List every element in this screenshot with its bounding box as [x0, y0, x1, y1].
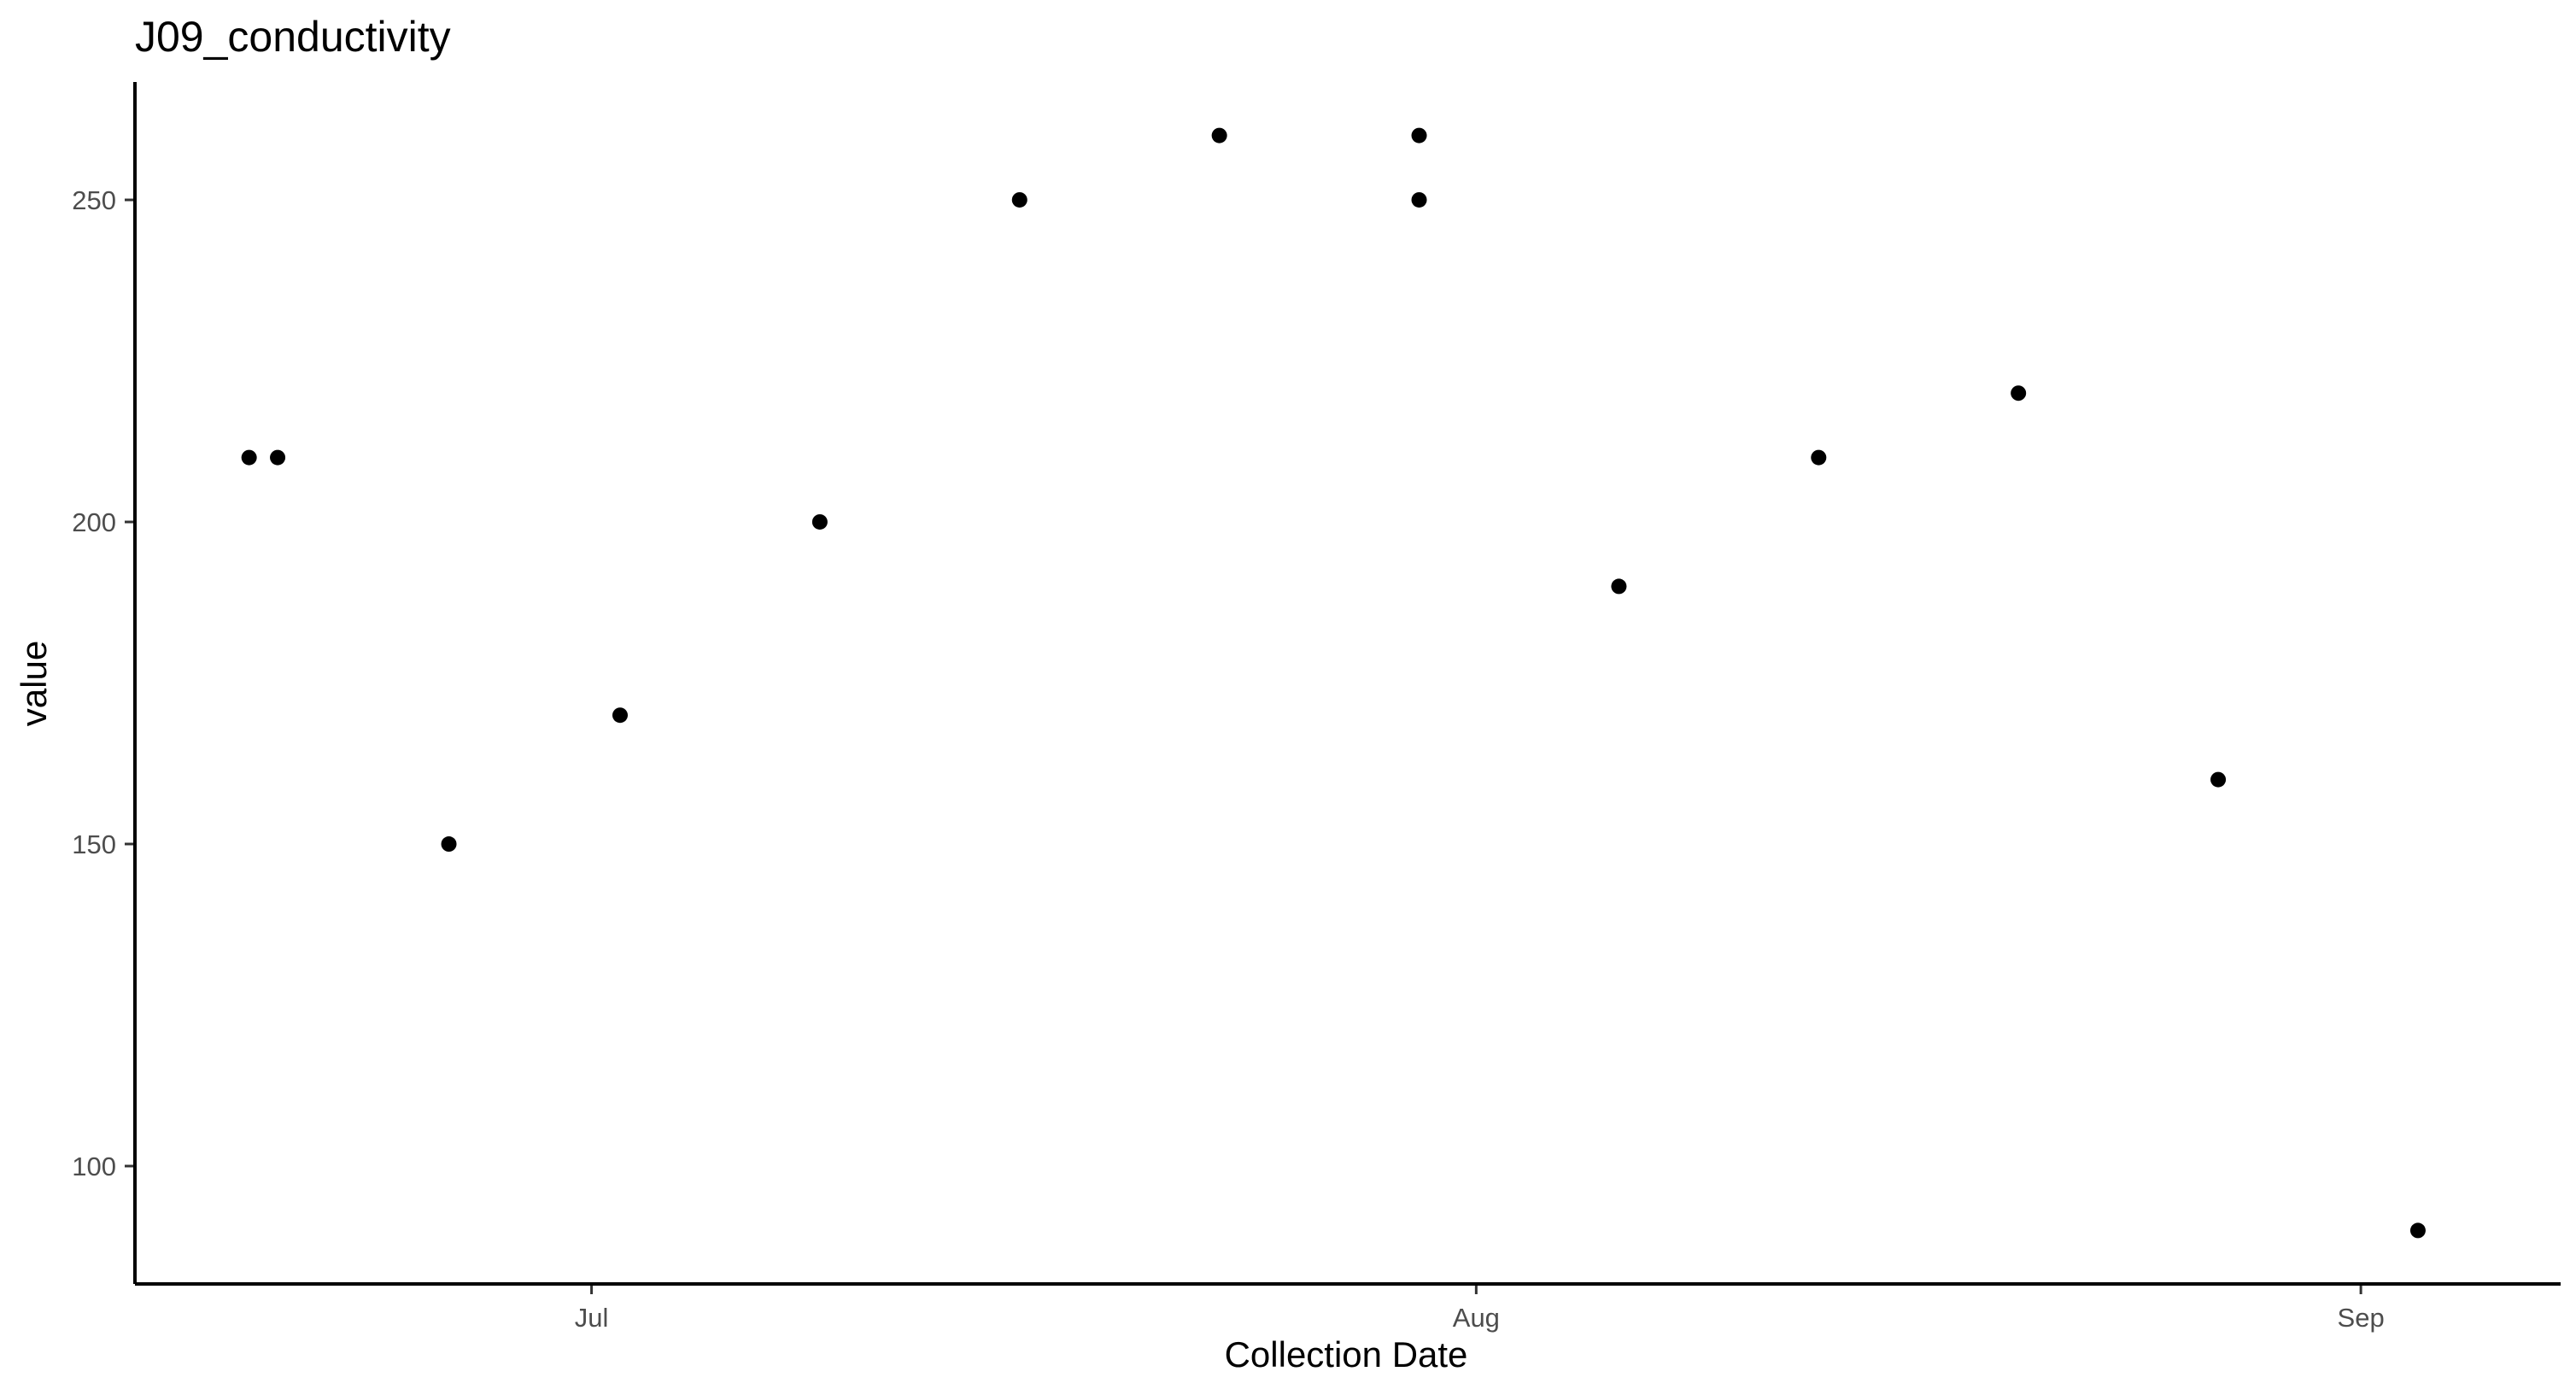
data-point: [1011, 191, 1027, 208]
data-point: [2011, 385, 2027, 402]
data-points: [241, 127, 2426, 1239]
x-tick-label: Sep: [2338, 1303, 2385, 1333]
data-point: [241, 449, 257, 466]
plot-area: 100 150 200 250 Jul Aug Sep: [72, 82, 2561, 1333]
data-point: [1611, 578, 1627, 595]
data-point: [612, 707, 628, 724]
data-point: [1811, 449, 1827, 466]
data-point: [441, 836, 457, 853]
y-tick-label: 200: [72, 507, 116, 537]
x-axis-ticks: Jul Aug Sep: [575, 1284, 2385, 1333]
y-tick-label: 150: [72, 829, 116, 859]
data-point: [1411, 191, 1427, 208]
x-tick-label: Aug: [1453, 1303, 1500, 1333]
y-tick-label: 100: [72, 1152, 116, 1181]
data-point: [2210, 771, 2227, 788]
data-point: [1211, 127, 1227, 144]
x-tick-label: Jul: [575, 1303, 609, 1333]
y-axis-ticks: 100 150 200 250: [72, 185, 135, 1181]
y-axis-title: value: [14, 641, 54, 726]
data-point: [270, 449, 286, 466]
chart-title: J09_conductivity: [135, 13, 451, 61]
y-tick-label: 250: [72, 185, 116, 215]
data-point: [2409, 1222, 2426, 1239]
x-axis-title: Collection Date: [1225, 1334, 1468, 1374]
data-point: [1411, 127, 1427, 144]
data-point: [811, 513, 828, 530]
